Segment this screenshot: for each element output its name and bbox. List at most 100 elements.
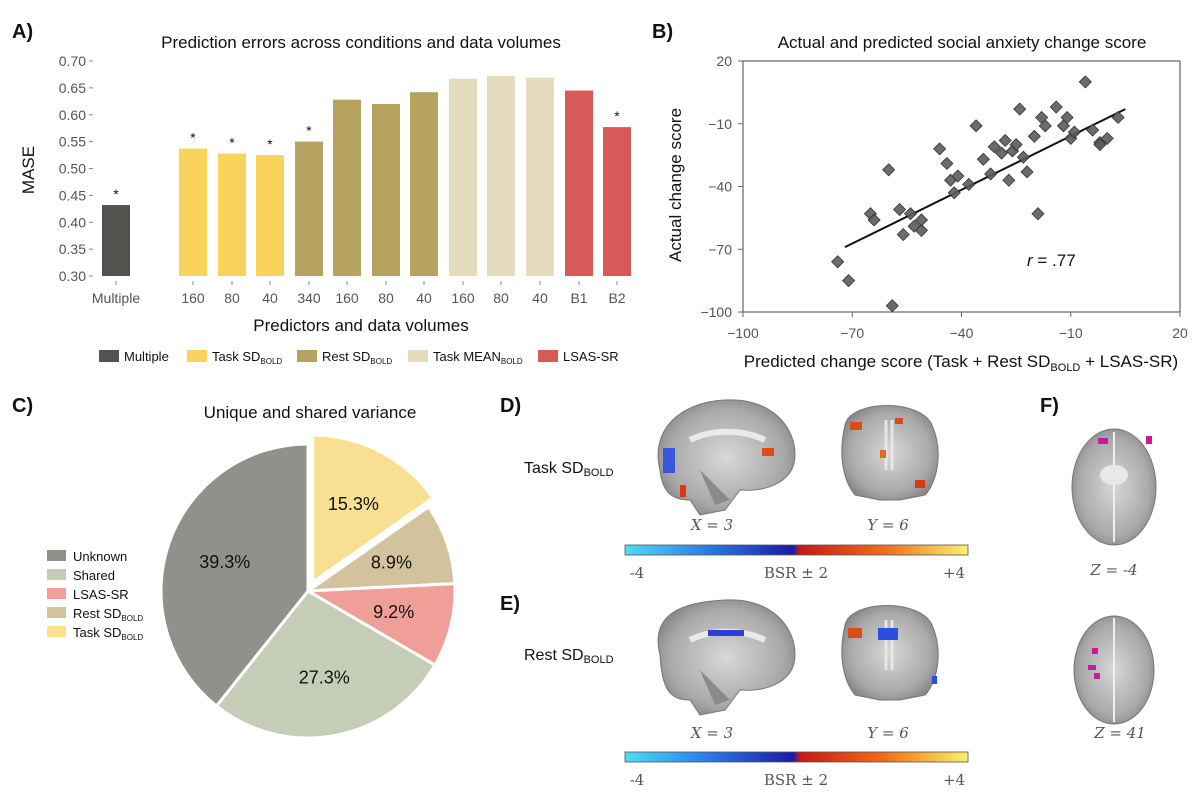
chart-b-point: [867, 213, 881, 227]
chart-b-point: [1009, 138, 1023, 152]
chart-b-point: [1067, 125, 1081, 139]
colorbar-d-min: -4: [630, 564, 645, 582]
chart-a-legend-label: Task SDBOLD: [212, 349, 282, 366]
chart-c-legend-label: Shared: [73, 568, 115, 583]
chart-a-ytick: 0.60: [59, 107, 86, 123]
chart-b-point: [885, 299, 899, 313]
chart-a-ytick: 0.65: [59, 80, 86, 96]
chart-b-point: [984, 167, 998, 181]
chart-a-ytick: 0.30: [59, 268, 86, 284]
chart-b-ylabel: Actual change score: [666, 108, 685, 262]
chart-c-legend: Unknown Shared LSAS-SR Rest SDBOLD Task SDBO…: [47, 549, 143, 642]
chart-b-point: [1086, 123, 1100, 137]
chart-b-regression-line: [844, 108, 1126, 249]
chart-b-point: [1031, 207, 1045, 221]
colorbar-e-mid: BSR ± 2: [764, 771, 828, 789]
brain-f-z1-label: Z = -4: [1089, 561, 1137, 579]
colorbar-d-mid: BSR ± 2: [764, 564, 828, 582]
chart-c-legend-label: Task SDBOLD: [73, 625, 143, 642]
chart-a-bar: [256, 155, 284, 276]
chart-a-xtick: 80: [378, 290, 394, 306]
chart-a-legend-label: Task MEANBOLD: [433, 349, 523, 366]
colorbar-e-min: -4: [630, 771, 645, 789]
chart-a-bar: [295, 141, 323, 276]
chart-b-ytick: −40: [708, 179, 732, 195]
brain-d-sagittal: [657, 399, 796, 516]
panel-a-label: A): [12, 21, 33, 43]
chart-a-sig-mark: *: [614, 108, 620, 124]
chart-a-bar: [603, 127, 631, 276]
chart-c-legend-swatch: [47, 550, 66, 561]
chart-a-ylabel: MASE: [19, 146, 38, 194]
chart-b-point: [1027, 129, 1041, 143]
chart-a-y-axis: 0.70 0.65 0.60 0.55 0.50 0.45 0.40 0.35 0.30: [59, 53, 93, 284]
chart-b-point: [969, 119, 983, 133]
chart-a-x-axis: Multiple 160 80 40 340 160 80 40 160 80 40 B1 B2: [92, 281, 626, 306]
chart-a-xlabel: Predictors and data volumes: [253, 316, 468, 335]
chart-b-point: [842, 274, 856, 288]
chart-b-point: [1060, 110, 1074, 125]
chart-b-xtick: −40: [950, 325, 974, 341]
chart-b-point: [976, 152, 990, 166]
panel-b-label: B): [652, 21, 673, 43]
chart-b-point: [1078, 75, 1092, 89]
chart-b-point: [998, 133, 1012, 148]
chart-b-point: [962, 177, 976, 191]
chart-a-xtick: 160: [335, 290, 359, 306]
chart-c-slice: [311, 433, 436, 586]
chart-b-ytick: −10: [708, 116, 732, 132]
chart-a-ytick: 0.35: [59, 241, 86, 257]
chart-b-point: [1111, 110, 1125, 125]
chart-b-xtick: −70: [840, 325, 864, 341]
chart-b-ytick: −70: [708, 241, 732, 257]
chart-b-point: [951, 169, 965, 183]
chart-c-title: Unique and shared variance: [204, 403, 417, 422]
chart-a-xtick: B1: [570, 290, 587, 306]
chart-a-legend-swatch: [408, 350, 428, 362]
chart-c-legend-label: Rest SDBOLD: [73, 606, 143, 623]
chart-c-slice: [302, 504, 457, 593]
chart-b-point: [1093, 138, 1107, 152]
chart-a-legend-label: Rest SDBOLD: [322, 349, 392, 366]
chart-a-bar: [565, 90, 593, 276]
chart-b-point: [933, 142, 947, 156]
chart-b-points: [831, 75, 1125, 313]
chart-a-bar: [449, 78, 477, 276]
brain-e-y-label: Y = 6: [867, 724, 909, 742]
colorbar-d: [624, 544, 969, 556]
chart-a-legend-swatch: [99, 350, 119, 362]
brain-d-x-label: X = 3: [690, 516, 733, 534]
chart-a-ytick: 0.40: [59, 214, 86, 230]
chart-b-xlabel: Predicted change score (Task + Rest SDBO…: [744, 352, 1178, 374]
brain-d-y-label: Y = 6: [867, 516, 909, 534]
brain-f-axial-1: [1071, 428, 1157, 546]
brain-e-sagittal: [657, 599, 796, 716]
chart-b-point: [940, 156, 954, 171]
chart-b-point: [882, 163, 896, 177]
chart-a-ytick: 0.50: [59, 161, 86, 177]
chart-a-xtick: 40: [262, 290, 278, 306]
chart-a-bar: [410, 92, 438, 276]
chart-a-xtick: 40: [416, 290, 432, 306]
chart-a-xtick: 40: [532, 290, 548, 306]
chart-a-sig-mark: *: [267, 136, 273, 152]
chart-c-slice: [159, 442, 310, 709]
row-e-label: Rest SDBOLD: [524, 647, 614, 666]
chart-b-point: [947, 186, 961, 200]
chart-a-xtick: B2: [608, 290, 625, 306]
chart-a-bars: * * * * * *: [102, 76, 631, 276]
brain-e-coronal: [841, 605, 939, 701]
chart-b-point: [1056, 119, 1071, 133]
chart-a-ytick: 0.70: [59, 53, 86, 69]
chart-c-legend-swatch: [47, 588, 66, 599]
chart-c-slice: [214, 589, 438, 740]
chart-a-bar: [179, 148, 207, 276]
chart-c-slice-label: 8.9%: [371, 552, 412, 572]
panel-d-label: D): [500, 395, 521, 417]
chart-a-legend-label: LSAS-SR: [563, 349, 619, 364]
chart-b-point: [893, 202, 907, 217]
chart-a-legend-swatch: [538, 350, 558, 362]
chart-b-point: [831, 255, 845, 269]
chart-a-legend-label: Multiple: [124, 349, 169, 364]
